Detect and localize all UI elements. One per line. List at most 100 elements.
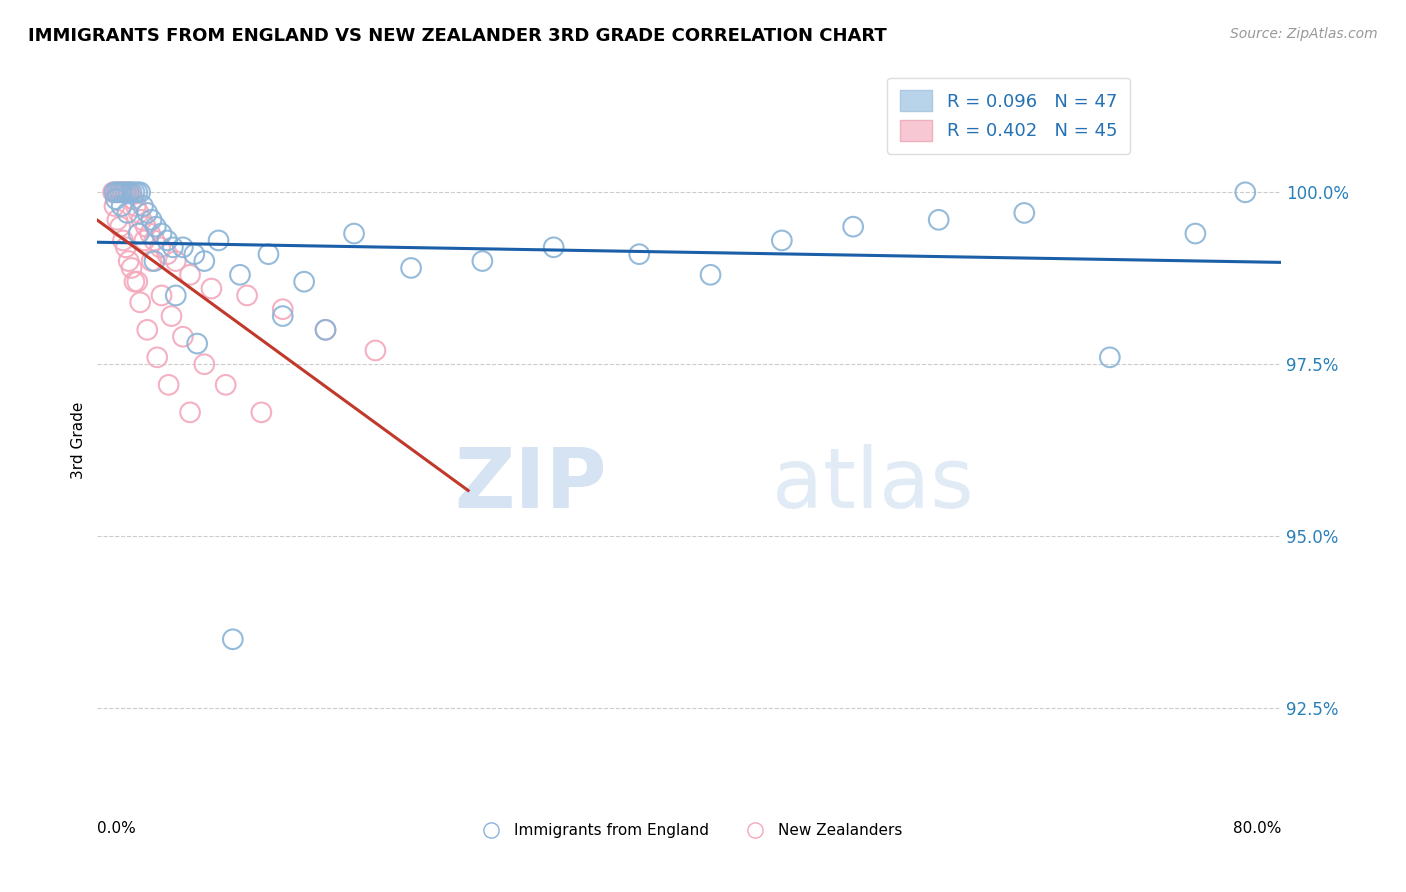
Point — [207, 234, 229, 248]
Point — [143, 234, 166, 248]
Point — [183, 247, 205, 261]
Point — [118, 186, 141, 200]
Point — [292, 275, 315, 289]
Point — [156, 247, 179, 261]
Point — [129, 295, 152, 310]
Y-axis label: 3rd Grade: 3rd Grade — [72, 401, 86, 478]
Point — [111, 234, 134, 248]
Point — [110, 186, 132, 200]
Point — [141, 254, 163, 268]
Point — [103, 199, 125, 213]
Point — [179, 405, 201, 419]
Point — [105, 212, 128, 227]
Point — [103, 186, 125, 200]
Point — [271, 302, 294, 317]
Point — [120, 186, 142, 200]
Point — [117, 186, 139, 200]
Text: 80.0%: 80.0% — [1233, 822, 1281, 837]
Point — [928, 212, 950, 227]
Point — [111, 186, 134, 200]
Point — [271, 309, 294, 323]
Point — [136, 206, 159, 220]
Point — [115, 186, 138, 200]
Point — [136, 323, 159, 337]
Point — [124, 275, 146, 289]
Text: atlas: atlas — [772, 444, 974, 524]
Point — [186, 336, 208, 351]
Text: IMMIGRANTS FROM ENGLAND VS NEW ZEALANDER 3RD GRADE CORRELATION CHART: IMMIGRANTS FROM ENGLAND VS NEW ZEALANDER… — [28, 27, 887, 45]
Point — [128, 227, 150, 241]
Point — [108, 186, 131, 200]
Point — [1014, 206, 1036, 220]
Text: 0.0%: 0.0% — [97, 822, 136, 837]
Point — [172, 240, 194, 254]
Point — [145, 219, 167, 234]
Point — [150, 288, 173, 302]
Point — [1098, 351, 1121, 365]
Point — [117, 206, 139, 220]
Point — [193, 357, 215, 371]
Point — [157, 377, 180, 392]
Point — [699, 268, 721, 282]
Point — [141, 212, 163, 227]
Legend: Immigrants from England, New Zealanders: Immigrants from England, New Zealanders — [470, 817, 908, 845]
Point — [146, 351, 169, 365]
Point — [1184, 227, 1206, 241]
Point — [222, 632, 245, 647]
Point — [135, 219, 157, 234]
Point — [628, 247, 651, 261]
Point — [543, 240, 565, 254]
Point — [107, 186, 129, 200]
Point — [125, 199, 148, 213]
Point — [257, 247, 280, 261]
Point — [121, 260, 143, 275]
Point — [172, 329, 194, 343]
Point — [315, 323, 337, 337]
Point — [132, 199, 155, 213]
Point — [343, 227, 366, 241]
Point — [193, 254, 215, 268]
Point — [128, 206, 150, 220]
Point — [121, 186, 143, 200]
Point — [127, 186, 149, 200]
Point — [165, 288, 187, 302]
Point — [150, 227, 173, 241]
Point — [134, 234, 156, 248]
Point — [105, 186, 128, 200]
Point — [229, 268, 252, 282]
Point — [315, 323, 337, 337]
Point — [129, 186, 152, 200]
Point — [250, 405, 273, 419]
Point — [160, 309, 183, 323]
Point — [156, 234, 179, 248]
Point — [842, 219, 865, 234]
Point — [236, 288, 259, 302]
Point — [1234, 186, 1257, 200]
Point — [471, 254, 494, 268]
Point — [139, 227, 162, 241]
Point — [110, 199, 132, 213]
Text: ZIP: ZIP — [454, 444, 606, 524]
Point — [114, 186, 136, 200]
Text: Source: ZipAtlas.com: Source: ZipAtlas.com — [1230, 27, 1378, 41]
Point — [165, 254, 187, 268]
Point — [399, 260, 422, 275]
Point — [104, 192, 127, 206]
Point — [364, 343, 387, 358]
Point — [131, 212, 153, 227]
Point — [149, 240, 172, 254]
Point — [770, 234, 793, 248]
Point — [118, 254, 141, 268]
Point — [143, 254, 166, 268]
Point — [127, 275, 149, 289]
Point — [124, 186, 146, 200]
Point — [200, 282, 222, 296]
Point — [179, 268, 201, 282]
Point — [162, 240, 184, 254]
Point — [104, 186, 127, 200]
Point — [215, 377, 238, 392]
Point — [122, 192, 145, 206]
Point — [115, 240, 138, 254]
Point — [101, 186, 124, 200]
Point — [108, 219, 131, 234]
